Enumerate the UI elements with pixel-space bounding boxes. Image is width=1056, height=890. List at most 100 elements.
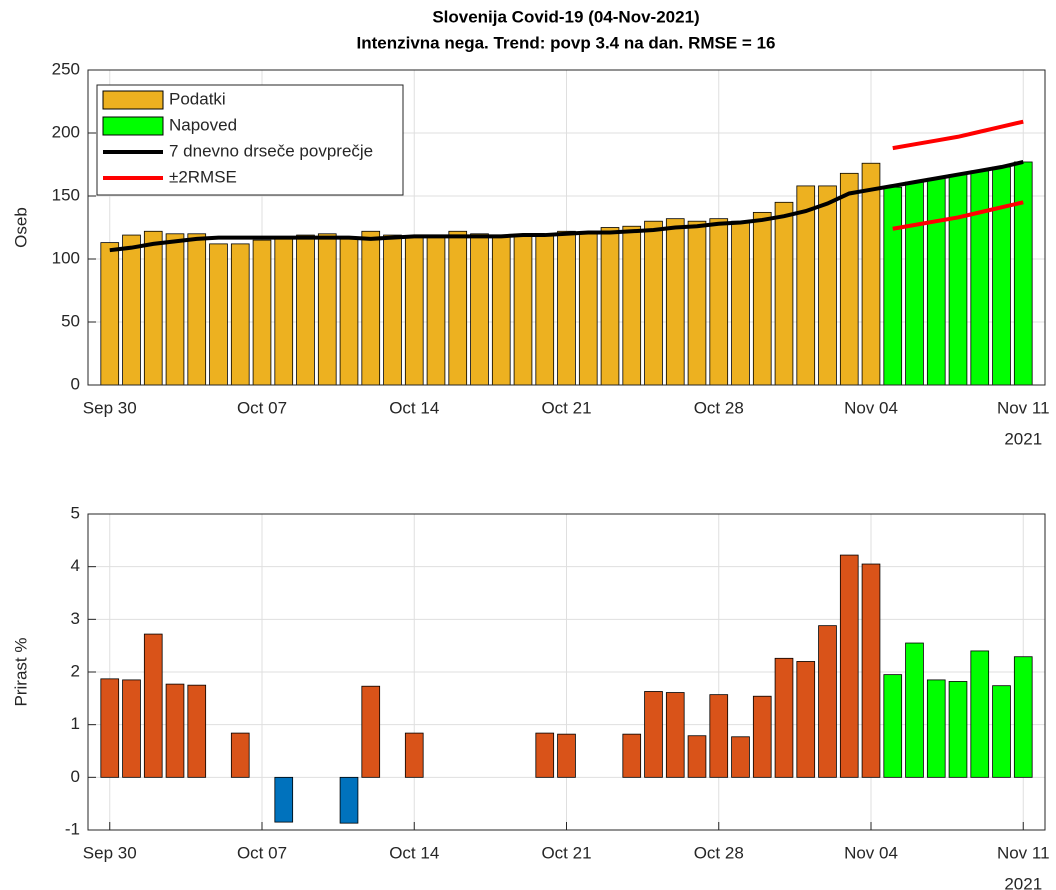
- bar: [992, 166, 1011, 386]
- y-axis-label: Oseb: [11, 207, 30, 248]
- x-tick-label: Oct 14: [389, 398, 439, 417]
- bar: [535, 732, 555, 778]
- x-secondary-label: 2021: [1004, 429, 1042, 448]
- legend-label: 7 dnevno drseče povprečje: [169, 141, 373, 160]
- x-tick-label: Nov 11: [997, 398, 1050, 417]
- axes-frame: [87, 513, 1046, 831]
- x-tick-label: Oct 28: [694, 398, 744, 417]
- bar: [557, 230, 576, 386]
- bar: [361, 230, 381, 386]
- x-tick-label: Oct 21: [541, 843, 591, 862]
- x-tick-label: Nov 04: [844, 843, 898, 862]
- axes-frame: [87, 69, 1046, 386]
- chart-title: Intenzivna nega. Trend: povp 3.4 na dan.…: [357, 33, 776, 52]
- bar: [143, 230, 163, 386]
- y-tick-label: 2: [71, 661, 80, 680]
- bar: [600, 227, 620, 386]
- y-tick-label: 4: [71, 556, 80, 575]
- bar: [687, 220, 707, 386]
- bar: [883, 674, 903, 778]
- bar: [143, 633, 163, 778]
- y-tick-label: -1: [65, 819, 80, 838]
- bar: [709, 218, 729, 386]
- bar: [100, 242, 120, 386]
- y-tick-label: 100: [52, 248, 80, 267]
- chart-title: Slovenija Covid-19 (04-Nov-2021): [432, 7, 699, 26]
- x-tick-label: Nov 04: [844, 398, 898, 417]
- x-tick-label: Sep 30: [83, 398, 137, 417]
- bar: [230, 243, 250, 386]
- y-tick-label: 200: [52, 122, 80, 141]
- bar: [687, 735, 707, 778]
- y-axis-label: Prirast %: [11, 638, 30, 707]
- bar: [752, 695, 772, 778]
- bar: [448, 230, 468, 386]
- bar: [818, 625, 837, 778]
- y-tick-label: 150: [52, 185, 80, 204]
- bar: [731, 220, 750, 386]
- upper-bound: [892, 119, 1024, 151]
- bar: [752, 211, 772, 386]
- bar: [665, 218, 685, 386]
- bar: [970, 170, 990, 386]
- bar: [274, 237, 294, 386]
- legend-label: Napoved: [169, 115, 237, 134]
- bar: [883, 186, 903, 386]
- x-secondary-label: 2021: [1004, 874, 1042, 890]
- bar: [644, 691, 663, 778]
- bar: [187, 684, 207, 778]
- bar: [317, 233, 337, 386]
- bar: [252, 239, 272, 386]
- bar: [122, 679, 141, 778]
- bar: [731, 736, 750, 778]
- legend-label: ±2RMSE: [169, 167, 237, 186]
- bar: [644, 220, 663, 386]
- bar: [165, 233, 185, 386]
- bar: [926, 679, 946, 778]
- bar: [861, 563, 881, 778]
- lower-bound: [892, 200, 1024, 231]
- x-tick-label: Oct 21: [541, 398, 591, 417]
- bar: [578, 233, 598, 386]
- bar: [513, 234, 533, 386]
- y-tick-label: 0: [71, 767, 80, 786]
- bar: [926, 177, 946, 386]
- y-tick-label: 3: [71, 609, 80, 628]
- legend-swatch: [102, 90, 164, 110]
- bar: [296, 234, 315, 386]
- bar: [948, 681, 968, 778]
- y-tick-label: 0: [71, 374, 80, 393]
- bar: [100, 678, 120, 778]
- bar: [970, 650, 990, 778]
- y-tick-label: 1: [71, 714, 80, 733]
- bar: [622, 733, 642, 778]
- legend-label: Podatki: [169, 89, 226, 108]
- y-tick-label: 50: [61, 311, 80, 330]
- bar: [1013, 656, 1033, 778]
- x-tick-label: Oct 07: [237, 843, 287, 862]
- bar: [557, 733, 576, 778]
- bar: [861, 162, 881, 386]
- bar: [122, 234, 141, 386]
- legend-swatch: [102, 116, 164, 136]
- bar: [709, 694, 729, 778]
- bar: [1013, 161, 1033, 386]
- x-tick-label: Nov 11: [997, 843, 1050, 862]
- bar: [992, 685, 1011, 778]
- bar: [209, 243, 228, 386]
- x-tick-label: Oct 07: [237, 398, 287, 417]
- bar: [426, 234, 446, 386]
- bar: [383, 234, 402, 386]
- bar: [470, 233, 489, 386]
- bar: [796, 185, 816, 386]
- y-tick-label: 250: [52, 59, 80, 78]
- bar: [404, 235, 424, 386]
- bar: [339, 776, 359, 824]
- bar: [622, 225, 642, 386]
- x-tick-label: Sep 30: [83, 843, 137, 862]
- bar: [165, 683, 185, 778]
- x-tick-label: Oct 14: [389, 843, 439, 862]
- bar: [905, 181, 924, 386]
- bar: [796, 661, 816, 778]
- bar: [839, 172, 859, 386]
